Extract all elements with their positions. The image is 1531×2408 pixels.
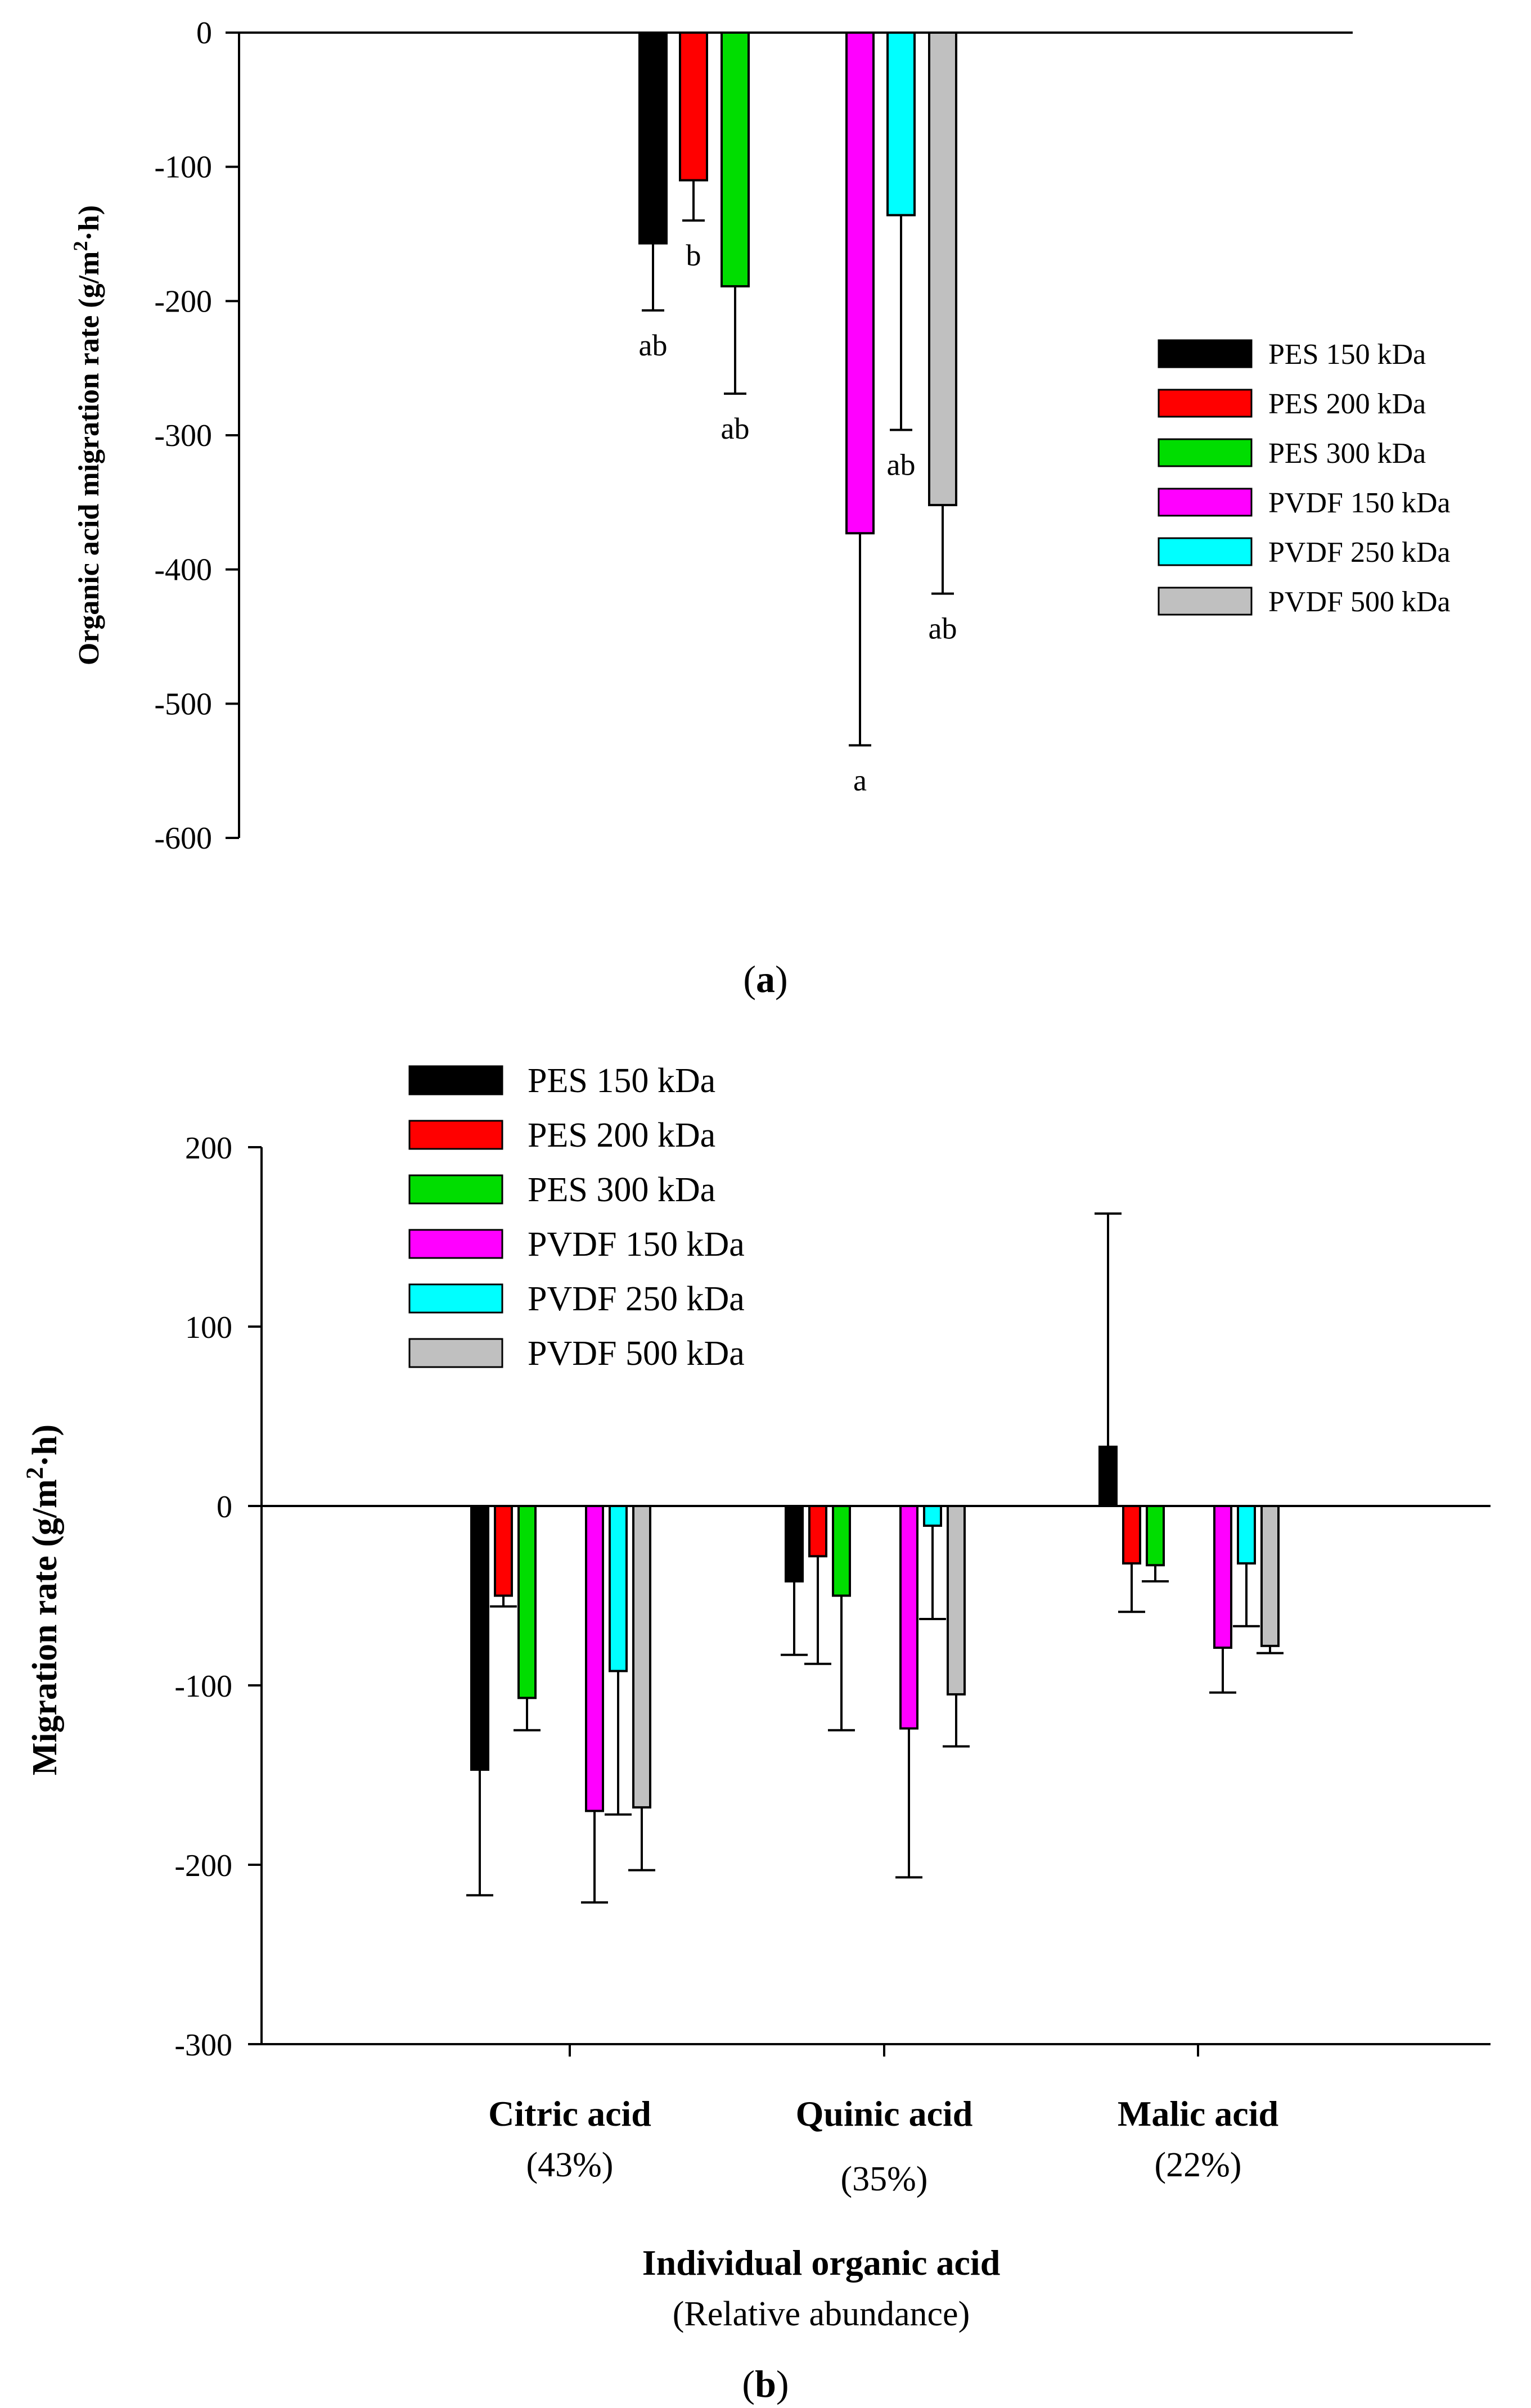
y-tick-label: -400 <box>154 553 212 588</box>
bar <box>517 1505 537 1699</box>
bar <box>1213 1505 1232 1649</box>
legend-label: PES 300 kDa <box>528 1171 715 1209</box>
y-tick-label: -300 <box>154 418 212 453</box>
y-tick-label: -100 <box>174 1669 232 1704</box>
bar <box>1146 1505 1165 1567</box>
bar <box>808 1505 827 1558</box>
legend-label: PVDF 250 kDa <box>1268 536 1451 569</box>
y-tick-label: -200 <box>154 284 212 319</box>
bar <box>923 1505 942 1527</box>
legend-swatch <box>408 1120 503 1150</box>
legend-swatch <box>1158 438 1253 467</box>
y-axis-label: Migration rate (g/m2·h) <box>21 1424 64 1775</box>
chart-a: 0 -100 -200 -300 -400 -500 -600 ab b ab a ab ab Organ… <box>69 16 1451 856</box>
legend-swatch <box>408 1065 503 1095</box>
y-tick-label: -600 <box>154 821 212 856</box>
bar <box>638 31 668 245</box>
legend-label: PES 150 kDa <box>528 1062 715 1100</box>
category-abundance: (35%) <box>841 2160 928 2198</box>
bar <box>721 31 750 288</box>
bar <box>928 31 957 507</box>
bar <box>832 1505 851 1597</box>
legend-label: PES 200 kDa <box>1268 388 1426 420</box>
bar <box>886 31 916 217</box>
significance-label: ab <box>639 328 668 362</box>
category-label: Malic acid <box>1118 2094 1278 2134</box>
legend-swatch <box>1158 339 1253 368</box>
bar <box>1122 1505 1141 1565</box>
category-label: Quinic acid <box>796 2094 973 2134</box>
legend-swatch <box>1158 389 1253 418</box>
legend-swatch <box>1158 587 1253 616</box>
bar <box>1260 1505 1280 1647</box>
legend-label: PVDF 150 kDa <box>1268 487 1451 519</box>
x-axis-label: Individual organic acid <box>642 2243 1001 2283</box>
y-tick-label: 0 <box>217 1490 232 1525</box>
bar <box>845 31 875 535</box>
y-tick-label: 200 <box>185 1131 232 1166</box>
bar <box>1237 1505 1256 1565</box>
category-abundance: (43%) <box>526 2146 614 2184</box>
legend-swatch <box>408 1283 503 1314</box>
bar <box>1098 1445 1118 1507</box>
category-label: Citric acid <box>488 2094 651 2134</box>
legend-label: PES 150 kDa <box>1268 339 1426 371</box>
y-tick-label: 100 <box>185 1310 232 1345</box>
legend-swatch <box>408 1229 503 1259</box>
significance-label: ab <box>721 412 750 445</box>
y-tick-label: -100 <box>154 150 212 185</box>
bar <box>785 1505 804 1582</box>
category-abundance: (22%) <box>1155 2146 1242 2184</box>
legend-label: PES 300 kDa <box>1268 438 1426 470</box>
bar <box>585 1505 604 1812</box>
significance-label: ab <box>929 612 957 646</box>
legend-swatch <box>1158 537 1253 566</box>
caption-b: (b) <box>742 2362 789 2405</box>
legend-label: PES 200 kDa <box>528 1116 715 1155</box>
x-axis-sublabel: (Relative abundance) <box>673 2295 970 2333</box>
y-tick-label: 0 <box>196 16 212 51</box>
y-tick-label: -300 <box>174 2028 232 2063</box>
legend-swatch <box>408 1338 503 1368</box>
y-tick-label: -200 <box>174 1848 232 1883</box>
bar <box>609 1505 628 1672</box>
y-tick-label: -500 <box>154 687 212 722</box>
significance-label: a <box>853 763 867 797</box>
legend-swatch <box>1158 488 1253 517</box>
bar <box>679 31 708 182</box>
legend-label: PVDF 500 kDa <box>1268 586 1451 618</box>
chart-b: 200 100 0 -100 -200 -300 Citric acid (43%) Quini… <box>21 1062 1491 2333</box>
significance-label: ab <box>887 448 916 481</box>
legend-label: PVDF 150 kDa <box>528 1225 745 1264</box>
caption-a: (a) <box>743 958 787 1000</box>
bar <box>947 1505 966 1695</box>
legend-swatch <box>408 1174 503 1205</box>
bar <box>632 1505 651 1809</box>
bar <box>494 1505 513 1597</box>
significance-label: b <box>686 238 701 272</box>
bar <box>899 1505 918 1730</box>
y-axis-label: Organic acid migration rate (g/m2·h) <box>69 205 105 665</box>
legend-label: PVDF 500 kDa <box>528 1334 745 1373</box>
legend-label: PVDF 250 kDa <box>528 1280 745 1318</box>
bar <box>470 1505 489 1771</box>
